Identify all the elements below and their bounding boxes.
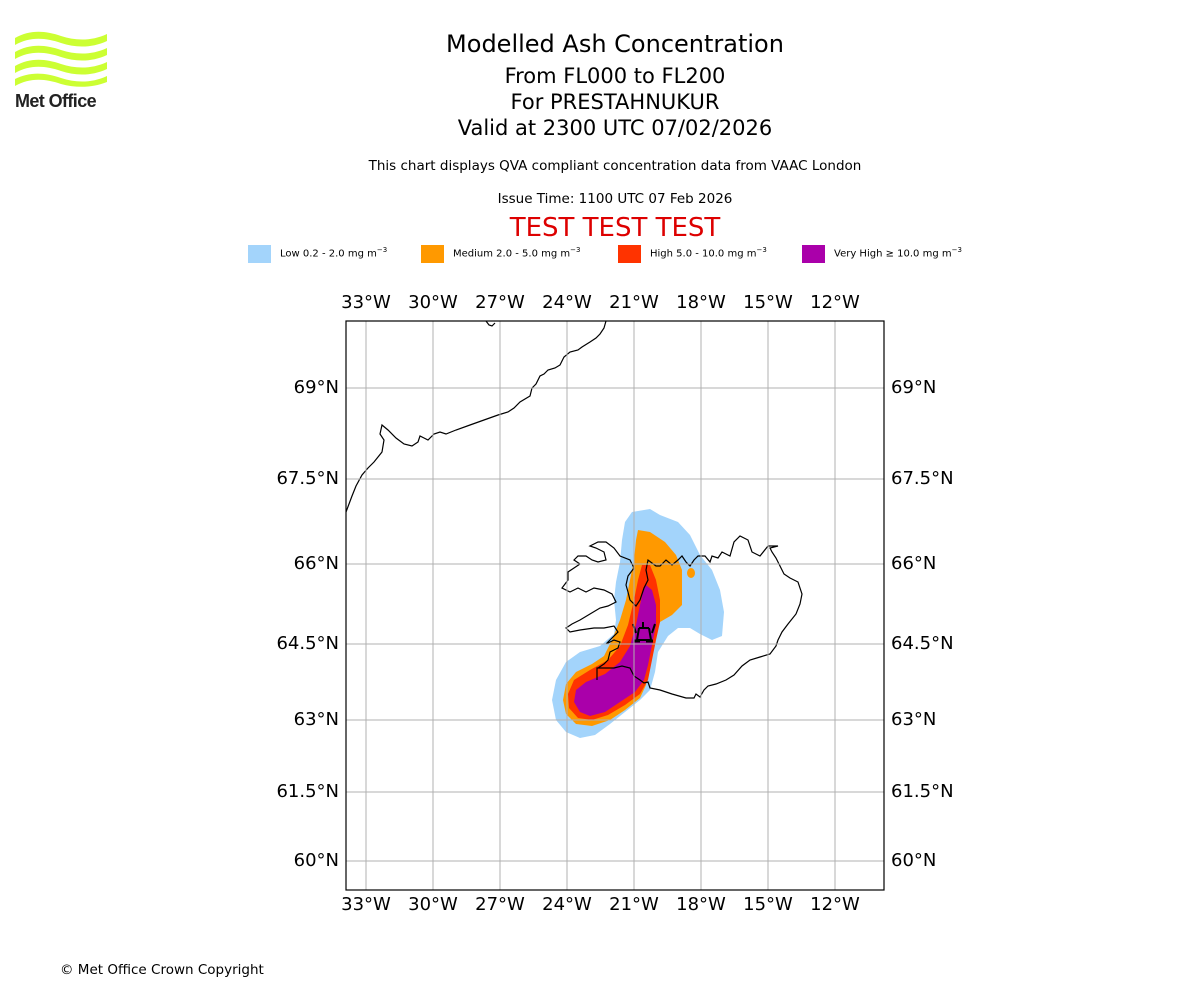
greenland-coastline	[346, 321, 607, 513]
lon-tick-label-top: 21°W	[609, 292, 659, 313]
legend-text: Medium 2.0 - 5.0 mg m	[453, 248, 571, 260]
copyright-notice: © Met Office Crown Copyright	[60, 962, 264, 978]
legend-swatch-high	[618, 245, 641, 263]
met-office-logo-icon	[15, 31, 107, 87]
ash-area-very-high	[574, 585, 656, 716]
lon-tick-label-bottom: 33°W	[341, 894, 391, 915]
legend-exponent: −3	[951, 246, 962, 254]
lon-tick-label-top: 30°W	[408, 292, 458, 313]
legend-label-very-high: Very High ≥ 10.0 mg m−3	[834, 246, 962, 259]
lon-tick-label-bottom: 21°W	[609, 894, 659, 915]
lon-tick-label-top: 15°W	[743, 292, 793, 313]
ash-area-medium-spot	[687, 568, 695, 578]
lat-tick-label-left: 67.5°N	[276, 468, 339, 489]
lat-tick-label-left: 69°N	[293, 377, 339, 398]
test-banner: TEST TEST TEST	[509, 213, 721, 243]
lon-tick-label-bottom: 15°W	[743, 894, 793, 915]
legend-label-medium: Medium 2.0 - 5.0 mg m−3	[453, 246, 580, 259]
lon-tick-label-top: 12°W	[810, 292, 860, 313]
lon-tick-label-top: 24°W	[542, 292, 592, 313]
lat-tick-label-right: 69°N	[891, 377, 937, 398]
lon-tick-label-bottom: 18°W	[676, 894, 726, 915]
legend-swatch-medium	[421, 245, 444, 263]
lat-tick-label-right: 63°N	[891, 709, 937, 730]
legend-exponent: −3	[376, 246, 388, 254]
lon-tick-label-top: 18°W	[676, 292, 726, 313]
chart-description: This chart displays QVA compliant concen…	[368, 158, 862, 174]
lat-tick-label-right: 67.5°N	[891, 468, 954, 489]
map-frame	[345, 320, 885, 891]
legend-label-high: High 5.0 - 10.0 mg m−3	[650, 246, 767, 259]
lat-tick-label-right: 61.5°N	[891, 781, 954, 802]
volcano-name: For PRESTAHNUKUR	[510, 90, 720, 114]
legend-text: High 5.0 - 10.0 mg m	[650, 248, 757, 260]
valid-time: Valid at 2300 UTC 07/02/2026	[457, 116, 773, 140]
lat-tick-label-right: 60°N	[891, 850, 937, 871]
lat-tick-label-left: 60°N	[293, 850, 339, 871]
legend-text: Low 0.2 - 2.0 mg m	[280, 248, 377, 260]
lat-tick-label-right: 66°N	[891, 553, 937, 574]
volcano-icon	[632, 622, 656, 643]
flight-level-range: From FL000 to FL200	[504, 64, 726, 88]
chart-title: Modelled Ash Concentration	[446, 30, 784, 58]
legend-text: Very High ≥ 10.0 mg m	[834, 248, 952, 260]
graticule	[346, 321, 884, 890]
legend-label-low: Low 0.2 - 2.0 mg m−3	[280, 246, 387, 259]
lat-tick-label-left: 63°N	[293, 709, 339, 730]
lon-tick-label-bottom: 24°W	[542, 894, 592, 915]
lon-tick-label-bottom: 12°W	[810, 894, 860, 915]
legend-swatch-low	[248, 245, 271, 263]
lat-tick-label-right: 64.5°N	[891, 633, 954, 654]
iceland-coastline	[561, 535, 803, 699]
lon-tick-label-bottom: 27°W	[475, 894, 525, 915]
lat-tick-label-left: 66°N	[293, 553, 339, 574]
met-office-logo-text: Met Office	[15, 91, 97, 111]
greenland-coastline-north	[485, 321, 496, 327]
lon-tick-label-top: 33°W	[341, 292, 391, 313]
issue-time: Issue Time: 1100 UTC 07 Feb 2026	[497, 191, 733, 207]
lat-tick-label-left: 61.5°N	[276, 781, 339, 802]
lon-tick-label-top: 27°W	[475, 292, 525, 313]
legend-exponent: −3	[570, 246, 581, 254]
lon-tick-label-bottom: 30°W	[408, 894, 458, 915]
legend-swatch-very-high	[802, 245, 825, 263]
lat-tick-label-left: 64.5°N	[276, 633, 339, 654]
legend-exponent: −3	[756, 246, 767, 254]
